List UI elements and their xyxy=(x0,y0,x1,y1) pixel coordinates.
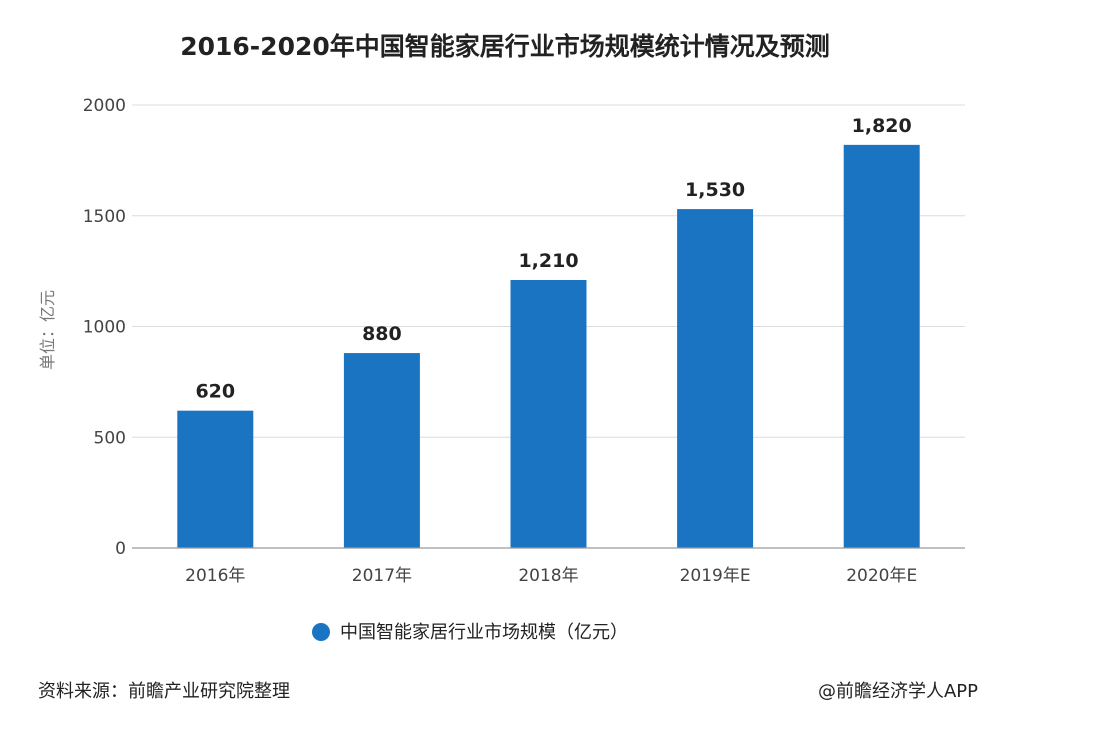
legend-label: 中国智能家居行业市场规模（亿元） xyxy=(340,622,628,643)
bars xyxy=(177,144,920,549)
bar xyxy=(510,279,587,548)
data-label: 620 xyxy=(195,381,235,403)
bar xyxy=(177,410,254,548)
y-tick-label: 0 xyxy=(115,539,126,559)
x-tick-label: 2016年 xyxy=(185,566,245,586)
bar xyxy=(343,353,420,548)
chart-title: 2016-2020年中国智能家居行业市场规模统计情况及预测 xyxy=(180,32,830,61)
y-axis-label: 单位：亿元 xyxy=(38,290,57,370)
data-label: 1,210 xyxy=(518,250,578,272)
credit-note: @前瞻经济学人APP xyxy=(818,681,978,702)
data-labels: 620 880 1,210 1,530 1,820 xyxy=(195,115,911,403)
data-label: 1,530 xyxy=(685,179,745,201)
y-tick-label: 2000 xyxy=(83,96,126,116)
y-axis-ticks: 0 500 1000 1500 2000 xyxy=(83,96,126,559)
legend: 中国智能家居行业市场规模（亿元） xyxy=(312,622,628,643)
y-tick-label: 500 xyxy=(94,428,126,448)
data-label: 880 xyxy=(362,323,402,345)
bar xyxy=(843,144,920,548)
data-label: 1,820 xyxy=(852,115,912,137)
y-tick-label: 1500 xyxy=(83,207,126,227)
y-tick-label: 1000 xyxy=(83,318,126,338)
x-tick-label: 2018年 xyxy=(518,566,578,586)
x-tick-label: 2020年E xyxy=(846,566,917,586)
bar xyxy=(677,209,754,549)
x-tick-label: 2019年E xyxy=(680,566,751,586)
x-tick-label: 2017年 xyxy=(352,566,412,586)
source-note: 资料来源：前瞻产业研究院整理 xyxy=(38,681,290,702)
legend-marker xyxy=(312,623,330,641)
x-axis-ticks: 2016年 2017年 2018年 2019年E 2020年E xyxy=(185,566,917,586)
